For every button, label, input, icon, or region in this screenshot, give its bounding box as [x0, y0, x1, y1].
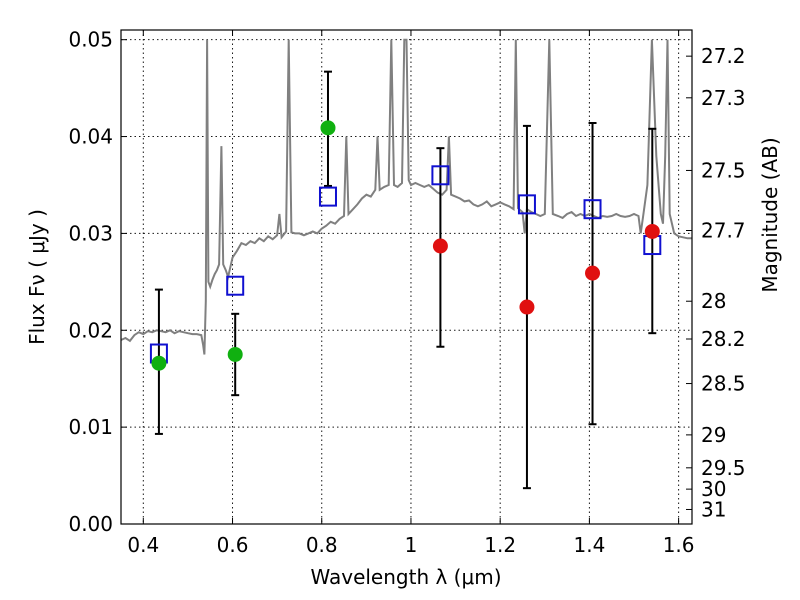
right-tick-label: 27.3: [701, 86, 746, 110]
right-axis-label: Magnitude (AB): [758, 137, 782, 292]
red-data-point: [519, 299, 535, 315]
spectrum-line: [120, 38, 692, 355]
y-axis-ticks: 0.00 0.01 0.02 0.03 0.04 0.05: [68, 28, 127, 536]
green-data-point: [151, 355, 167, 371]
right-tick-label: 31: [701, 497, 726, 521]
right-tick-label: 28.5: [701, 372, 746, 396]
right-tick-label: 29.5: [701, 456, 746, 480]
observed-photometry-points: [151, 120, 660, 371]
right-tick-label: 27.2: [701, 44, 746, 68]
green-data-point: [227, 346, 243, 362]
y-tick-label: 0.04: [68, 125, 113, 149]
x-tick-label: 0.4: [127, 533, 159, 557]
model-point-square: [431, 165, 450, 186]
model-spectrum: [120, 38, 692, 355]
error-bars: [154, 70, 657, 490]
y-tick-label: 0.00: [68, 512, 113, 536]
right-tick-label: 30: [701, 477, 726, 501]
model-point-square: [318, 186, 337, 207]
model-point-square: [583, 199, 602, 220]
x-tick-label: 1.2: [484, 533, 516, 557]
y-tick-label: 0.03: [68, 221, 113, 245]
y-tick-label: 0.02: [68, 318, 113, 342]
y-tick-label: 0.05: [68, 28, 113, 52]
model-point-square: [226, 275, 245, 296]
right-tick-label: 28: [701, 289, 726, 313]
red-data-point: [644, 223, 660, 239]
y-axis-label: Flux Fν ( μJy ): [25, 209, 49, 345]
x-tick-label: 1.4: [573, 533, 605, 557]
x-axis-ticks: 0.4 0.6 0.8 1 1.2 1.4 1.6: [127, 30, 695, 557]
x-tick-label: 0.6: [217, 533, 249, 557]
right-tick-label: 27.5: [701, 158, 746, 182]
red-data-point: [432, 238, 448, 254]
x-tick-label: 0.8: [306, 533, 338, 557]
x-tick-label: 1.6: [663, 533, 695, 557]
x-axis-label: Wavelength λ (μm): [310, 565, 501, 589]
right-tick-label: 29: [701, 423, 726, 447]
model-point-square: [517, 194, 536, 215]
model-photometry-points: [149, 165, 662, 364]
x-tick-label: 1: [405, 533, 418, 557]
y-tick-label: 0.01: [68, 415, 113, 439]
plot-frame: [120, 29, 693, 525]
green-data-point: [320, 120, 336, 136]
red-data-point: [585, 265, 601, 281]
right-tick-label: 27.7: [701, 219, 746, 243]
right-tick-label: 28.2: [701, 327, 746, 351]
